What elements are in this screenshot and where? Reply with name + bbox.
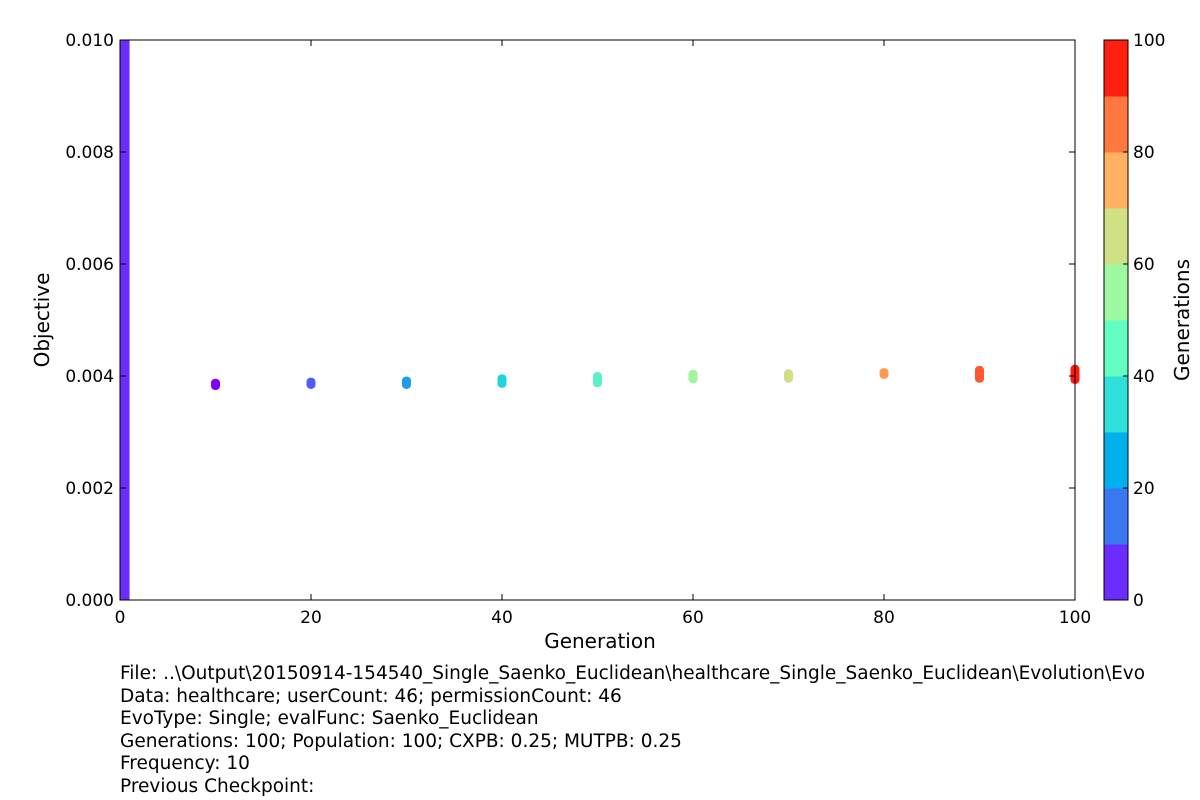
x-tick-label: 100 [1059,608,1091,628]
info-evotype-line: EvoType: Single; evalFunc: Saenko_Euclid… [120,708,539,730]
y-tick-label: 0.004 [65,367,114,387]
colorbar-tick-label: 0 [1133,591,1144,611]
data-point-cluster-gen-80 [879,368,889,379]
x-tick-label: 0 [115,608,126,628]
info-generations-line: Generations: 100; Population: 100; CXPB:… [120,730,682,752]
data-point-cluster-gen-90 [975,365,984,383]
info-file-line: File: ..\Output\20150914-154540_Single_S… [120,663,1146,684]
colorbar-segment [1104,320,1128,377]
y-tick-label: 0.000 [65,591,114,611]
y-tick-label: 0.002 [65,479,114,499]
colorbar-segment [1104,544,1128,601]
y-axis-title: Objective [30,273,54,368]
data-point-cluster-gen-10 [211,378,220,391]
x-tick-label: 60 [682,608,704,628]
colorbar-segment [1104,376,1128,433]
colorbar-tick-label: 80 [1133,143,1155,163]
data-point-cluster-gen-30 [402,376,411,389]
colorbar-segment [1104,152,1128,209]
data-point-cluster-gen-50 [593,372,602,388]
colorbar-segment [1104,488,1128,545]
y-tick-label: 0.010 [65,31,114,51]
colorbar-tick-label: 60 [1133,255,1155,275]
x-tick-label: 20 [300,608,322,628]
y-tick-label: 0.006 [65,255,114,275]
data-point-cluster-gen-70 [784,369,793,383]
colorbar-segment [1104,208,1128,265]
colorbar-segment [1104,264,1128,321]
colorbar-tick-label: 20 [1133,479,1155,499]
data-point-cluster-gen-60 [688,369,698,384]
y-tick-label: 0.008 [65,143,114,163]
colorbar-tick-label: 100 [1133,31,1165,51]
colorbar-title: Generations [1170,259,1194,381]
colorbar-tick-label: 40 [1133,367,1155,387]
info-previous-checkpoint-line: Previous Checkpoint: [120,775,315,797]
colorbar-frame [1103,39,1129,601]
data-point-cluster-gen-20 [306,377,316,389]
x-axis-title: Generation [544,629,656,653]
colorbar-segment [1104,432,1128,489]
run-info-panel: File: ..\Output\20150914-154540_Single_S… [120,663,1200,799]
colorbar-segment [1104,96,1128,153]
scatter-chart: 0 20 40 60 80 100 0.000 0.002 0.004 0.006 0.008 0.0… [30,31,1194,653]
data-point-cluster-gen-40 [497,374,507,388]
colorbar-segment [1104,40,1128,97]
info-data-line: Data: healthcare; userCount: 46; permiss… [120,685,622,707]
x-tick-label: 80 [873,608,895,628]
info-frequency-line: Frequency: 10 [120,753,250,775]
x-tick-label: 40 [491,608,513,628]
plot-frame [119,39,1076,601]
initial-generation-bar [120,40,130,600]
